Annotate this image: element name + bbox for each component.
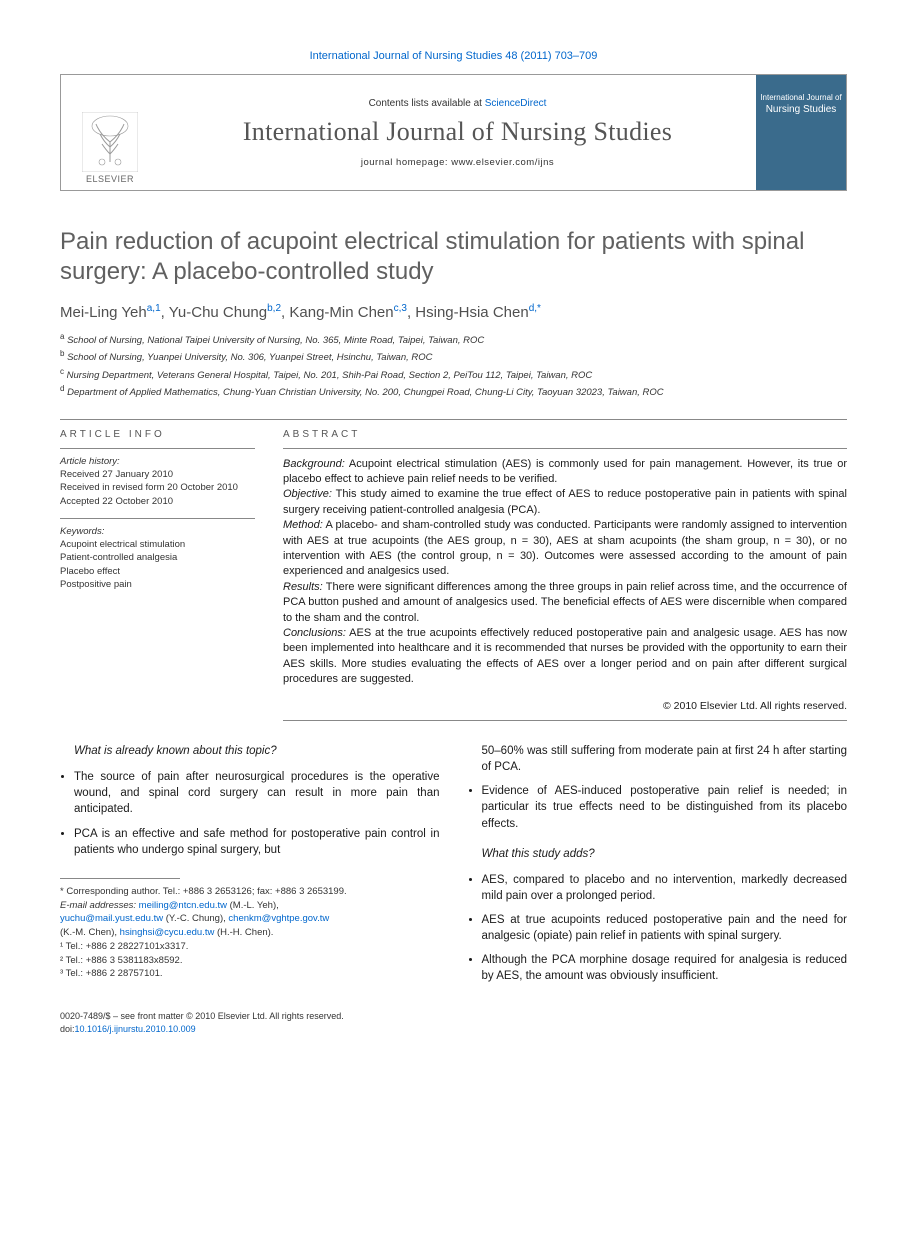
article-title: Pain reduction of acupoint electrical st… [60,227,847,287]
article-info-heading: ARTICLE INFO [60,420,255,448]
footnote-divider [60,878,180,879]
adds-heading: What this study adds? [468,846,848,862]
corresponding-author: * Corresponding author. Tel.: +886 3 265… [60,885,440,899]
list-item: AES at true acupoints reduced postoperat… [482,912,848,944]
journal-homepage: journal homepage: www.elsevier.com/ijns [361,157,554,168]
author: Kang-Min Chen [289,304,393,321]
affiliation: c Nursing Department, Veterans General H… [60,366,847,383]
bottom-matter: 0020-7489/$ – see front matter © 2010 El… [60,1010,847,1035]
abstract-section: Background: Acupoint electrical stimulat… [283,457,847,488]
article-info-column: ARTICLE INFO Article history: Received 2… [60,420,255,722]
keywords-label: Keywords: [60,525,255,538]
email-link[interactable]: hsinghsi@cycu.edu.tw [120,927,215,938]
list-item: PCA is an effective and safe method for … [74,826,440,858]
email-link[interactable]: chenkm@vghtpe.gov.tw [228,913,329,924]
known-list-cont: Evidence of AES-induced postoperative pa… [468,783,848,831]
article-history: Article history: Received 27 January 201… [60,449,255,518]
left-body-column: What is already known about this topic? … [60,743,440,992]
sciencedirect-link[interactable]: ScienceDirect [485,98,547,109]
journal-cover-thumb: International Journal of Nursing Studies [756,75,846,190]
author: Yu-Chu Chung [169,304,267,321]
copyright-line: © 2010 Elsevier Ltd. All rights reserved… [283,695,847,720]
tel-line: ³ Tel.: +886 2 28757101. [60,967,440,981]
list-item: AES, compared to placebo and no interven… [482,872,848,904]
citation-line: International Journal of Nursing Studies… [60,50,847,62]
history-label: Article history: [60,455,255,468]
abstract-heading: ABSTRACT [283,420,847,448]
cover-line1: International Journal of [760,93,841,102]
abstract-section: Conclusions: AES at the true acupoints e… [283,626,847,688]
keywords-block: Keywords: Acupoint electrical stimulatio… [60,519,255,601]
affiliations: a School of Nursing, National Taipei Uni… [60,331,847,401]
email-link[interactable]: meiling@ntcn.edu.tw [139,900,227,911]
contents-available-line: Contents lists available at ScienceDirec… [369,98,547,109]
abstract-section: Results: There were significant differen… [283,580,847,626]
continuation-text: 50–60% was still suffering from moderate… [468,743,848,775]
issn-line: 0020-7489/$ – see front matter © 2010 El… [60,1010,847,1023]
publisher-logo-block: ELSEVIER [61,75,159,190]
author: Hsing-Hsia Chen [415,304,528,321]
abstract-section: Objective: This study aimed to examine t… [283,487,847,518]
author: Mei-Ling Yeh [60,304,147,321]
abstract-section: Method: A placebo- and sham-controlled s… [283,518,847,580]
affiliation: d Department of Applied Mathematics, Chu… [60,383,847,400]
email-line: (K.-M. Chen), hsinghsi@cycu.edu.tw (H.-H… [60,926,440,940]
doi-link[interactable]: 10.1016/j.ijnurstu.2010.10.009 [75,1024,196,1034]
history-line: Received in revised form 20 October 2010 [60,481,255,494]
keyword: Acupoint electrical stimulation [60,538,255,551]
footnotes: * Corresponding author. Tel.: +886 3 265… [60,885,440,981]
author-sup[interactable]: c,3 [394,303,407,314]
author-sup[interactable]: b,2 [267,303,281,314]
list-item: The source of pain after neurosurgical p… [74,769,440,817]
known-heading: What is already known about this topic? [60,743,440,759]
email-link[interactable]: yuchu@mail.yust.edu.tw [60,913,163,924]
tel-line: ² Tel.: +886 3 5381183x8592. [60,954,440,968]
author-sup[interactable]: a,1 [147,303,161,314]
abstract-body: Background: Acupoint electrical stimulat… [283,449,847,696]
list-item: Although the PCA morphine dosage require… [482,952,848,984]
history-line: Received 27 January 2010 [60,468,255,481]
author-sup[interactable]: d,* [529,303,541,314]
email-line: yuchu@mail.yust.edu.tw (Y.-C. Chung), ch… [60,912,440,926]
affiliation: a School of Nursing, National Taipei Uni… [60,331,847,348]
journal-header-box: ELSEVIER Contents lists available at Sci… [60,74,847,191]
keyword: Postpositive pain [60,578,255,591]
keyword: Patient-controlled analgesia [60,551,255,564]
tel-line: ¹ Tel.: +886 2 28227101x3317. [60,940,440,954]
keyword: Placebo effect [60,565,255,578]
journal-title: International Journal of Nursing Studies [243,117,672,147]
authors-line: Mei-Ling Yeha,1, Yu-Chu Chungb,2, Kang-M… [60,303,847,321]
adds-list: AES, compared to placebo and no interven… [468,872,848,985]
list-item: Evidence of AES-induced postoperative pa… [482,783,848,831]
cover-line2: Nursing Studies [766,104,837,115]
affiliation: b School of Nursing, Yuanpei University,… [60,348,847,365]
body-two-column: What is already known about this topic? … [60,743,847,992]
doi-line: doi:10.1016/j.ijnurstu.2010.10.009 [60,1023,847,1036]
right-body-column: 50–60% was still suffering from moderate… [468,743,848,992]
abstract-column: ABSTRACT Background: Acupoint electrical… [283,420,847,722]
history-line: Accepted 22 October 2010 [60,495,255,508]
elsevier-tree-icon [82,112,138,172]
known-list: The source of pain after neurosurgical p… [60,769,440,857]
contents-prefix: Contents lists available at [369,98,485,109]
email-line: E-mail addresses: meiling@ntcn.edu.tw (M… [60,899,440,913]
header-center: Contents lists available at ScienceDirec… [159,75,756,190]
publisher-name: ELSEVIER [86,174,134,184]
